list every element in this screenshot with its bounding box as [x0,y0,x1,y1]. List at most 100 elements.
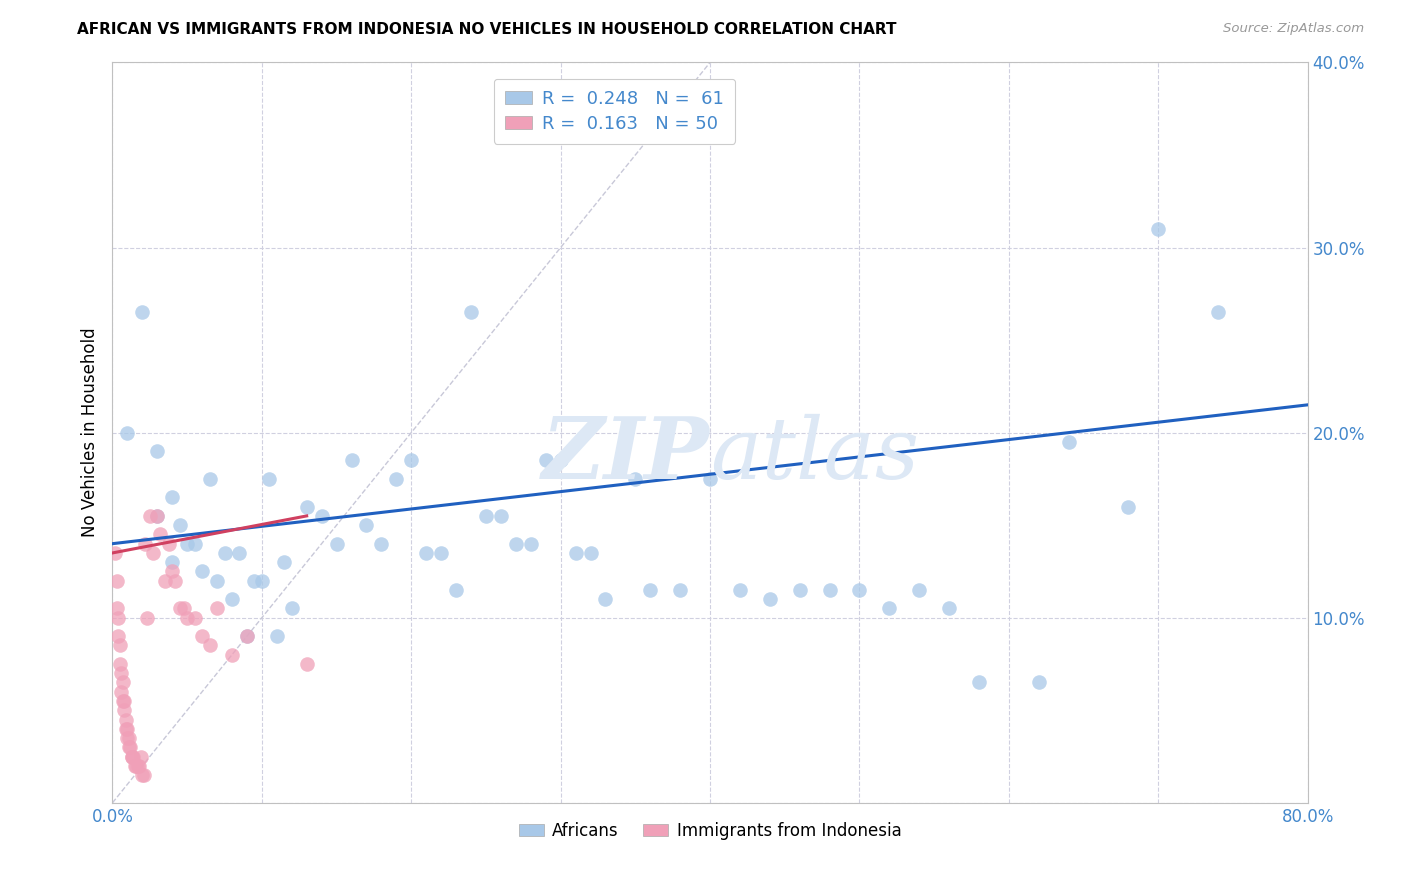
Point [520,536,543,550]
Point [134,536,156,550]
Point [250,574,273,588]
Point [146,508,169,523]
Point [489,508,512,523]
Point [460,305,482,319]
Point [162,491,183,505]
Point [415,546,437,560]
Point [149,527,172,541]
Point [281,601,304,615]
Point [108,657,131,671]
Point [191,629,214,643]
Point [117,722,139,736]
Point [169,518,191,533]
Point [121,749,143,764]
Point [198,472,221,486]
Point [128,758,150,772]
Point [430,546,453,560]
Text: atlas: atlas [710,414,920,496]
Point [1057,434,1080,449]
Point [131,768,153,782]
Point [699,472,721,486]
Legend: Africans, Immigrants from Indonesia: Africans, Immigrants from Indonesia [512,815,908,847]
Point [728,582,751,597]
Point [105,574,128,588]
Point [370,536,392,550]
Point [564,546,586,560]
Point [221,592,243,607]
Point [967,675,990,690]
Point [104,546,127,560]
Point [142,546,165,560]
Text: Source: ZipAtlas.com: Source: ZipAtlas.com [1223,22,1364,36]
Point [236,629,259,643]
Point [176,610,198,624]
Point [1118,500,1140,514]
Point [818,582,841,597]
Point [118,740,141,755]
Point [214,546,236,560]
Point [311,508,333,523]
Point [325,536,347,550]
Point [165,574,187,588]
Point [401,453,423,467]
Point [107,629,129,643]
Text: ZIP: ZIP [543,413,710,497]
Point [1206,305,1229,319]
Point [125,758,148,772]
Point [759,592,782,607]
Point [176,536,198,550]
Point [120,740,142,755]
Point [550,453,572,467]
Point [340,453,363,467]
Point [114,694,135,708]
Point [110,685,132,699]
Point [221,648,243,662]
Point [938,601,960,615]
Point [198,639,221,653]
Point [879,601,901,615]
Point [183,536,205,550]
Point [595,592,617,607]
Point [131,305,153,319]
Point [107,610,129,624]
Text: AFRICAN VS IMMIGRANTS FROM INDONESIA NO VEHICLES IN HOUSEHOLD CORRELATION CHART: AFRICAN VS IMMIGRANTS FROM INDONESIA NO … [77,22,897,37]
Point [153,574,176,588]
Point [789,582,811,597]
Point [111,694,134,708]
Point [356,518,378,533]
Point [444,582,467,597]
Point [127,758,149,772]
Point [205,574,228,588]
Point [157,536,180,550]
Point [115,722,138,736]
Point [105,601,128,615]
Point [121,749,143,764]
Point [1147,222,1170,236]
Point [162,565,183,579]
Point [146,508,169,523]
Point [129,749,152,764]
Point [259,472,281,486]
Point [122,749,145,764]
Point [228,546,250,560]
Point [108,639,131,653]
Point [124,758,146,772]
Point [111,675,134,690]
Point [173,601,195,615]
Point [162,555,183,569]
Point [295,500,318,514]
Point [135,610,157,624]
Point [191,565,214,579]
Point [908,582,931,597]
Point [475,508,498,523]
Point [640,582,662,597]
Point [385,472,408,486]
Point [505,536,527,550]
Point [669,582,692,597]
Point [205,601,228,615]
Point [118,731,141,745]
Point [273,555,295,569]
Point [139,508,162,523]
Point [1028,675,1050,690]
Point [236,629,259,643]
